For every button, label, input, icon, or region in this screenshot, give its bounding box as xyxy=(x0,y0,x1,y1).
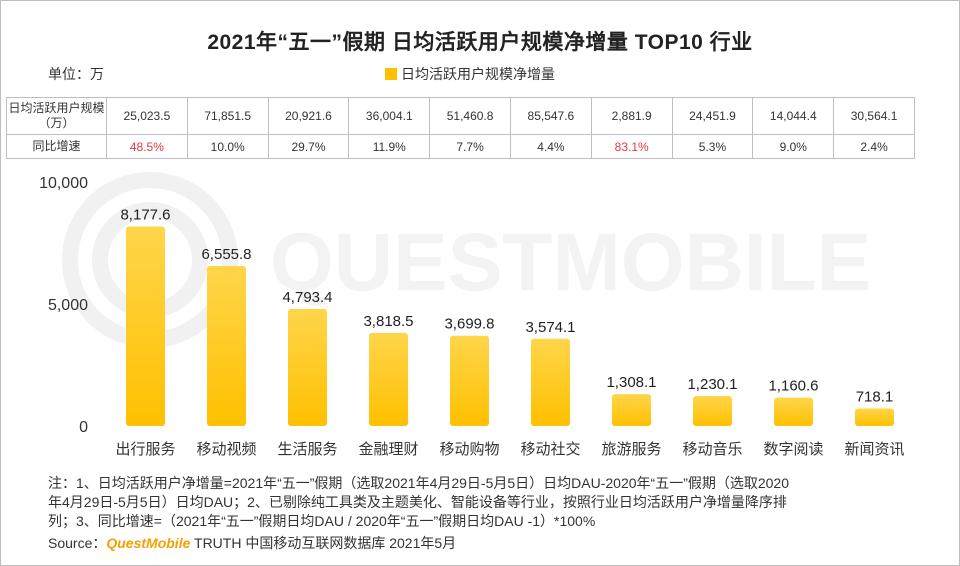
bar-value-label: 3,574.1 xyxy=(525,319,575,336)
y-tick-label: 0 xyxy=(79,419,88,436)
bar xyxy=(126,226,165,426)
bar-value-label: 1,230.1 xyxy=(687,376,737,393)
x-tick-label: 金融理财 xyxy=(358,441,418,458)
bar-chart: 0 5,000 10,000 8,177.6 6,555.8 4,793.4 3,818.… xyxy=(39,175,904,458)
x-tick-label: 生活服务 xyxy=(277,441,337,458)
bar xyxy=(369,332,408,426)
bar xyxy=(450,335,489,426)
legend-label: 日均活跃用户规模净增量 xyxy=(401,66,555,82)
bar-value-label: 3,699.8 xyxy=(444,316,494,333)
y-tick-label: 5,000 xyxy=(48,297,88,314)
x-tick-label: 移动社交 xyxy=(520,440,580,458)
table-cell: 10.0% xyxy=(186,134,269,159)
bar xyxy=(531,338,570,426)
footnotes: 注：1、日均活跃用户净增量=2021年“五一”假期（选取2021年4月29日-5… xyxy=(48,474,918,531)
x-tick-label: 旅游服务 xyxy=(601,441,661,458)
table-cell: 5.3% xyxy=(671,134,754,159)
source-line: Source：QuestMobile TRUTH 中国移动互联网数据库 2021… xyxy=(48,533,456,553)
bar-value-label: 718.1 xyxy=(856,388,894,405)
bar xyxy=(207,266,246,426)
source-brand: QuestMobile xyxy=(106,535,191,551)
table-row-growth: 同比增速 48.5% 10.0% 29.7% 11.9% 7.7% 4.4% 8… xyxy=(6,134,915,159)
bar xyxy=(774,397,813,426)
table-cell: 83.1% xyxy=(590,134,673,159)
table-row-header: 日均活跃用户规模（万） xyxy=(6,97,107,135)
legend: 日均活跃用户规模净增量 xyxy=(385,64,555,84)
x-tick-label: 移动购物 xyxy=(439,441,499,458)
data-table: 日均活跃用户规模（万） 25,023.5 71,851.5 20,921.6 3… xyxy=(6,97,915,159)
table-cell: 11.9% xyxy=(348,134,431,159)
footnote-line: 年4月29日-5月5日）日均DAU；2、已剔除纯工具类及主题美化、智能设备等行业… xyxy=(48,494,787,510)
table-cell: 36,004.1 xyxy=(348,97,431,135)
bar xyxy=(612,394,651,426)
table-cell: 25,023.5 xyxy=(106,97,188,135)
bar xyxy=(855,408,894,426)
table-cell: 85,547.6 xyxy=(509,97,592,135)
footnote-line: 注：1、日均活跃用户净增量=2021年“五一”假期（选取2021年4月29日-5… xyxy=(48,475,789,491)
source-suffix: TRUTH 中国移动互联网数据库 2021年5月 xyxy=(190,535,457,551)
footnote-line: 列；3、同比增速=（2021年“五一”假期日均DAU / 2020年“五一”假期… xyxy=(48,513,596,529)
table-cell: 24,451.9 xyxy=(671,97,754,135)
bar-value-label: 1,308.1 xyxy=(606,374,656,391)
chart-title: 2021年“五一”假期 日均活跃用户规模净增量 TOP10 行业 xyxy=(207,31,753,54)
bar-value-label: 3,818.5 xyxy=(363,313,413,330)
legend-swatch xyxy=(385,68,397,80)
bar-value-label: 1,160.6 xyxy=(768,378,818,395)
table-cell: 9.0% xyxy=(752,134,835,159)
table-cell: 71,851.5 xyxy=(186,97,269,135)
source-prefix: Source： xyxy=(48,535,107,551)
y-tick-label: 10,000 xyxy=(39,175,88,192)
x-tick-label: 出行服务 xyxy=(115,441,175,458)
table-row-dau: 日均活跃用户规模（万） 25,023.5 71,851.5 20,921.6 3… xyxy=(6,97,915,135)
table-cell: 7.7% xyxy=(429,134,511,159)
x-tick-label: 移动音乐 xyxy=(682,441,742,458)
x-tick-label: 数字阅读 xyxy=(763,441,823,458)
table-cell: 20,921.6 xyxy=(267,97,350,135)
bar-value-label: 8,177.6 xyxy=(120,206,170,223)
table-row-header: 同比增速 xyxy=(6,134,107,159)
table-cell: 2.4% xyxy=(833,134,915,159)
bar-value-label: 4,793.4 xyxy=(282,289,332,306)
table-cell: 29.7% xyxy=(267,134,350,159)
x-tick-label: 新闻资讯 xyxy=(844,441,904,458)
unit-label: 单位：万 xyxy=(48,66,104,82)
bar xyxy=(288,309,327,426)
x-tick-label: 移动视频 xyxy=(196,441,256,458)
table-cell: 14,044.4 xyxy=(752,97,835,135)
table-cell: 2,881.9 xyxy=(590,97,673,135)
table-cell: 48.5% xyxy=(106,134,188,159)
table-cell: 4.4% xyxy=(509,134,592,159)
table-cell: 51,460.8 xyxy=(429,97,511,135)
bar xyxy=(693,395,732,426)
bar-value-label: 6,555.8 xyxy=(201,246,251,263)
table-cell: 30,564.1 xyxy=(833,97,915,135)
